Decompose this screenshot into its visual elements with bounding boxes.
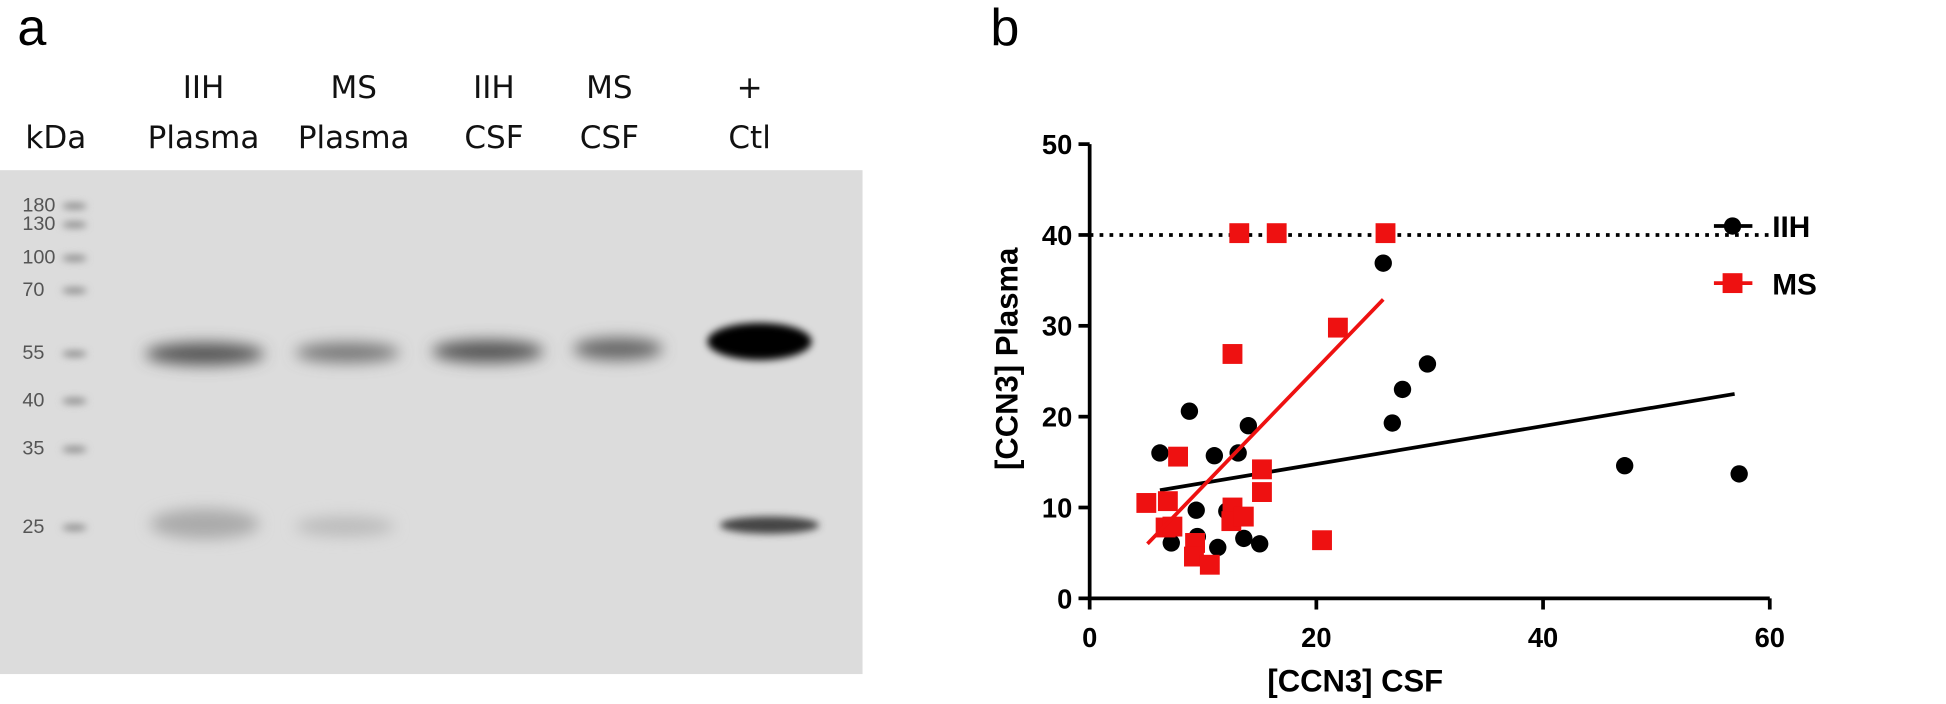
marker-label: 130	[22, 213, 55, 235]
point	[1157, 491, 1178, 512]
lane-label: MS	[330, 70, 376, 106]
band	[295, 342, 400, 363]
point	[1162, 534, 1180, 552]
panel-b: b 0 10 20 30 40 50 0 20 40 60 [CCN3] CSF [CCN3] Pla…	[990, 0, 1817, 698]
lane-label: Plasma	[148, 120, 260, 156]
point	[1418, 355, 1437, 373]
marker-label: 70	[22, 279, 44, 301]
point	[1239, 417, 1258, 435]
y-tick-label: 50	[1042, 129, 1072, 160]
marker-label: 25	[22, 516, 44, 538]
band	[573, 337, 663, 361]
point	[1205, 447, 1224, 465]
ladder-band	[62, 203, 87, 210]
y-tick-label: 10	[1042, 492, 1072, 523]
band	[719, 516, 820, 534]
legend-label: IIH	[1772, 211, 1810, 244]
panel-a: a kDa IIH Plasma MS Plasma IIH CSF MS CSF + Ctl 18…	[0, 0, 863, 675]
point	[1375, 223, 1396, 244]
lane-label: Ctl	[728, 120, 770, 156]
y-tick-label: 20	[1042, 402, 1072, 433]
point	[1393, 380, 1412, 399]
bands	[145, 322, 820, 539]
band	[431, 340, 544, 363]
lane-label: CSF	[464, 120, 523, 156]
marker-label: 40	[22, 389, 44, 411]
unit-label: kDa	[25, 120, 86, 156]
legend-label: MS	[1772, 268, 1817, 301]
legend-marker	[1723, 217, 1742, 235]
ladder-band	[62, 446, 87, 453]
lane-label: +	[737, 70, 763, 106]
x-tick-label: 20	[1301, 622, 1331, 653]
point	[1252, 482, 1272, 502]
point	[1383, 414, 1401, 432]
point	[1252, 459, 1272, 480]
x-tick-label: 40	[1528, 622, 1558, 653]
lane-label: IIH	[183, 70, 225, 106]
point	[1136, 493, 1157, 513]
marker-label: 100	[22, 247, 55, 269]
point	[1235, 529, 1253, 548]
point	[1615, 457, 1634, 475]
ladder-band	[62, 397, 87, 405]
y-axis-label: [CCN3] Plasma	[990, 247, 1025, 470]
ladder-band	[62, 350, 87, 357]
fit-line	[1146, 298, 1385, 546]
ladder-band	[62, 524, 87, 531]
x-tick-label: 0	[1082, 622, 1097, 653]
lane-label: MS	[586, 70, 632, 106]
y-tick-label: 30	[1042, 311, 1072, 342]
point	[1374, 254, 1392, 272]
band	[707, 322, 812, 361]
point	[1730, 465, 1748, 483]
x-axis-label: [CCN3] CSF	[1267, 663, 1443, 698]
point	[1187, 501, 1205, 519]
point	[1229, 223, 1250, 244]
y-tick-label: 40	[1042, 220, 1072, 251]
band	[150, 508, 260, 539]
lane-label: Plasma	[298, 120, 410, 156]
point	[1233, 506, 1254, 527]
marker-label: 55	[22, 342, 44, 364]
point	[1168, 446, 1189, 467]
point	[1209, 538, 1227, 557]
point	[1151, 444, 1169, 462]
blot	[0, 170, 863, 675]
point	[1327, 317, 1348, 338]
panel-label: b	[990, 0, 1019, 57]
point	[1199, 554, 1220, 575]
marker-label: 180	[22, 194, 55, 216]
legend-marker	[1722, 273, 1743, 294]
lane-label: CSF	[580, 120, 639, 156]
point	[1222, 344, 1243, 364]
point	[1251, 535, 1269, 553]
band	[295, 516, 395, 537]
panel-label: a	[17, 0, 46, 57]
marker-label: 35	[22, 438, 44, 460]
point	[1180, 402, 1199, 420]
band	[145, 342, 265, 366]
ladder-band	[62, 287, 87, 294]
ladder-band	[62, 255, 87, 262]
point	[1229, 444, 1247, 462]
point	[1312, 530, 1332, 551]
x-tick-label: 60	[1755, 622, 1785, 653]
lane-label: IIH	[473, 70, 515, 106]
ladder-band	[62, 221, 87, 228]
point	[1184, 546, 1204, 567]
y-tick-label: 0	[1057, 583, 1072, 614]
point	[1266, 223, 1287, 244]
